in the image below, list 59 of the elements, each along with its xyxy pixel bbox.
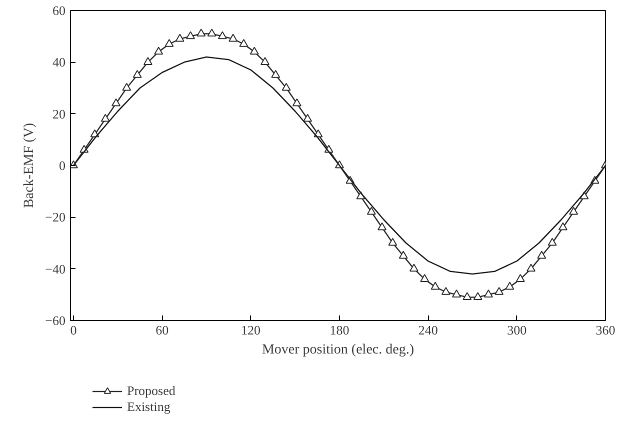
x-tick-label: 0 [70, 322, 77, 338]
point [112, 98, 121, 106]
legend-label: Proposed [127, 383, 176, 399]
point [430, 282, 440, 290]
y-tick-label: 20 [52, 106, 66, 122]
x-tick-label: 60 [156, 322, 169, 338]
x-tick-label: 300 [507, 322, 527, 338]
legend-label: Existing [127, 399, 170, 415]
point [452, 290, 462, 298]
x-tick-label: 180 [330, 322, 350, 338]
point [378, 222, 387, 230]
point [239, 38, 248, 47]
point [441, 286, 450, 295]
y-axis-title: Back-EMF (V) [22, 122, 38, 208]
x-tick-label: 360 [596, 322, 616, 338]
point [175, 34, 184, 42]
point [260, 57, 270, 65]
point [271, 70, 280, 78]
y-tick-label: −20 [45, 210, 66, 225]
point [282, 82, 291, 91]
point [409, 264, 418, 272]
point [366, 206, 376, 215]
point [462, 292, 472, 300]
point [186, 31, 196, 40]
x-tick-label: 120 [241, 322, 261, 338]
point [154, 46, 164, 55]
point [494, 286, 504, 295]
point [558, 222, 568, 230]
point [292, 98, 302, 106]
point [537, 250, 546, 259]
point [526, 264, 536, 272]
point [218, 31, 227, 40]
point [132, 70, 142, 78]
point [388, 238, 398, 246]
y-tick-label: 60 [52, 3, 66, 18]
point [473, 292, 482, 300]
point [569, 206, 578, 215]
y-tick-label: 0 [59, 158, 66, 173]
point [207, 28, 216, 37]
point [398, 250, 408, 259]
x-axis-title: Mover position (elec. deg.) [262, 342, 414, 358]
point [143, 57, 152, 65]
point [196, 28, 206, 37]
point [516, 274, 525, 282]
line-series [72, 56, 606, 275]
point [484, 290, 493, 298]
x-tick-label: 240 [418, 322, 438, 338]
y-tick-label: 40 [52, 54, 66, 70]
point [100, 114, 110, 122]
point [505, 282, 514, 290]
point [420, 274, 430, 282]
y-tick-label: −60 [45, 313, 66, 328]
point [164, 38, 174, 47]
point [228, 34, 238, 42]
point [303, 114, 312, 122]
point [122, 82, 132, 91]
point [548, 238, 557, 246]
y-tick-label: −40 [45, 261, 66, 276]
point [250, 46, 259, 55]
